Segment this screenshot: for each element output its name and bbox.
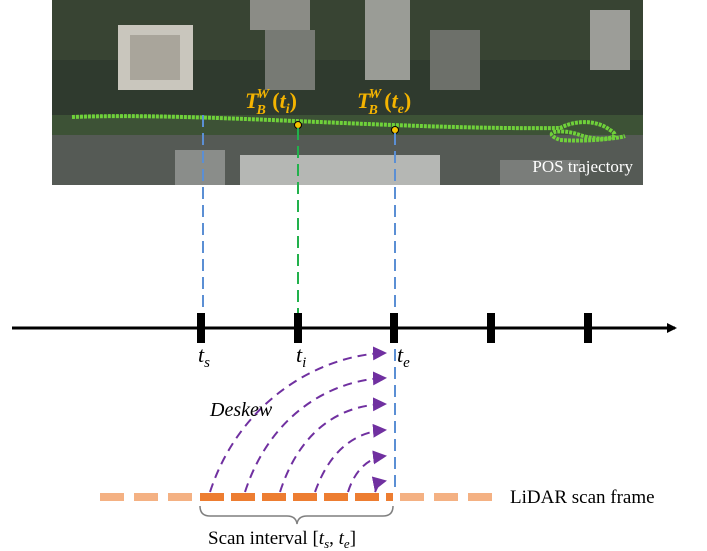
time-sub: e	[403, 355, 410, 371]
interval-close: ]	[350, 528, 356, 549]
diagram: POS trajectory TBW(ti) TBW(te) ts ti te …	[0, 0, 707, 551]
deskew-arc	[348, 456, 385, 492]
pose-sup: W	[369, 87, 383, 102]
deskew-label: Deskew	[209, 399, 273, 421]
time-label: te	[397, 342, 410, 371]
time-sub: s	[204, 355, 210, 371]
pose-close: )	[290, 88, 297, 113]
interval-text: Scan interval [	[208, 528, 319, 549]
tick	[294, 313, 302, 343]
time-label: ti	[296, 342, 306, 371]
interval-brace	[200, 506, 393, 524]
deskew-arc	[375, 481, 385, 492]
tick	[390, 313, 398, 343]
interval-label: Scan interval [ts, te]	[208, 528, 356, 551]
deskew-arc	[315, 430, 385, 492]
pose-point	[392, 127, 399, 134]
time-sub: i	[302, 355, 306, 371]
pose-open: (	[272, 88, 279, 113]
pose-point	[295, 122, 302, 129]
image-caption: POS trajectory	[532, 157, 633, 176]
pose-sup: W	[257, 87, 271, 102]
frame-label: LiDAR scan frame	[510, 487, 655, 508]
tick	[197, 313, 205, 343]
tick	[487, 313, 495, 343]
time-label: ts	[198, 342, 210, 371]
pose-sub: B	[255, 103, 265, 118]
tick	[584, 313, 592, 343]
interval-sep: ,	[329, 528, 339, 549]
deskew-arcs	[210, 353, 385, 492]
pose-sub: B	[367, 103, 377, 118]
deskew-arc	[280, 404, 385, 492]
pose-open: (	[384, 88, 391, 113]
pose-close: )	[404, 88, 411, 113]
